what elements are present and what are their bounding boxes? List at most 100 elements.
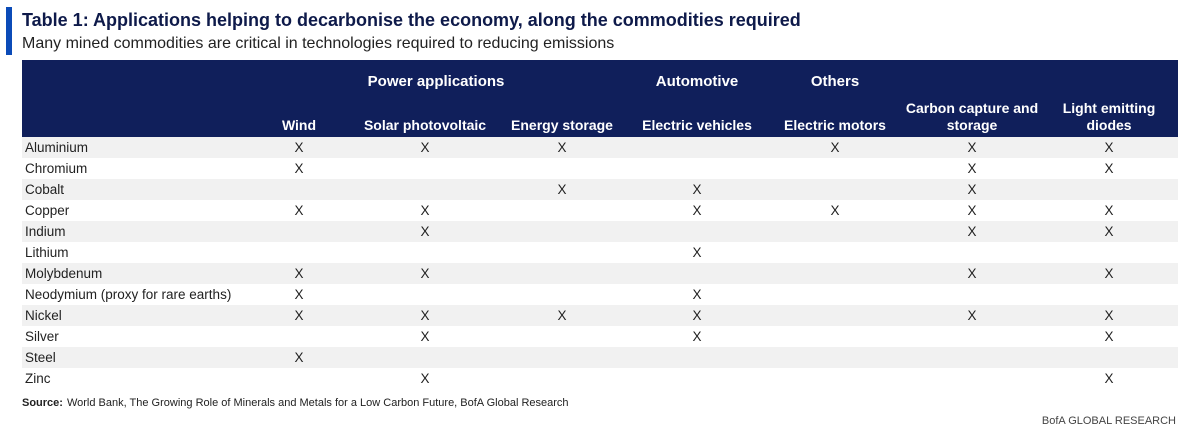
table-cell: [496, 263, 629, 284]
table-cell: X: [628, 242, 767, 263]
table-row: Cobalt X X X: [22, 179, 1179, 200]
group-header-empty: [904, 64, 1041, 98]
table-cell: X: [354, 305, 496, 326]
table-cell: [904, 368, 1041, 389]
commodity-name: Copper: [22, 200, 244, 221]
table-cell: [766, 326, 905, 347]
table-row: Silver X X X: [22, 326, 1179, 347]
table-cell: X: [628, 200, 767, 221]
table-top-band: [22, 60, 1178, 64]
group-header-power: Power applications: [244, 64, 629, 98]
commodity-name: Zinc: [22, 368, 244, 389]
table-cell: [904, 347, 1041, 368]
table-cell: X: [1040, 200, 1179, 221]
column-header-row: Wind Solar photovoltaic Energy storage E…: [22, 98, 1179, 137]
table-row: Aluminium X X X X X X: [22, 137, 1179, 158]
table-cell: X: [628, 305, 767, 326]
commodity-name: Molybdenum: [22, 263, 244, 284]
source-text: World Bank, The Growing Role of Minerals…: [66, 397, 569, 409]
column-header: Carbon capture and storage: [904, 98, 1041, 137]
table-cell: [766, 179, 905, 200]
group-header-row: Power applications Automotive Others: [22, 64, 1179, 98]
table-cell: [496, 221, 629, 242]
table-row: Nickel X X X X X X: [22, 305, 1179, 326]
table-cell: [628, 368, 767, 389]
commodity-name: Steel: [22, 347, 244, 368]
group-header-automotive: Automotive: [628, 64, 767, 98]
table-cell: [628, 221, 767, 242]
table-cell: [628, 137, 767, 158]
table-cell: X: [904, 179, 1041, 200]
commodities-table: Power applications Automotive Others Win…: [22, 64, 1179, 389]
table-cell: [244, 242, 354, 263]
commodity-name: Cobalt: [22, 179, 244, 200]
table-cell: X: [766, 200, 905, 221]
table-cell: [766, 242, 905, 263]
table-cell: X: [1040, 263, 1179, 284]
table-cell: [244, 179, 354, 200]
table-cell: [904, 326, 1041, 347]
table-cell: X: [904, 137, 1041, 158]
table-row: Lithium X: [22, 242, 1179, 263]
table-cell: X: [354, 326, 496, 347]
table-cell: [354, 158, 496, 179]
column-header: Solar photovoltaic: [354, 98, 496, 137]
table-row: Chromium X X X: [22, 158, 1179, 179]
commodity-name: Aluminium: [22, 137, 244, 158]
title-accent-bar: [6, 7, 12, 55]
table-cell: X: [244, 305, 354, 326]
table-cell: [244, 326, 354, 347]
commodity-name: Silver: [22, 326, 244, 347]
table-cell: X: [354, 137, 496, 158]
table-cell: X: [496, 305, 629, 326]
table-cell: [766, 221, 905, 242]
table-cell: X: [244, 137, 354, 158]
table-cell: [496, 347, 629, 368]
table-cell: [1040, 242, 1179, 263]
table-cell: [244, 368, 354, 389]
table-cell: [496, 242, 629, 263]
table-cell: [628, 347, 767, 368]
brand-label: BofA GLOBAL RESEARCH: [1041, 415, 1176, 427]
table-cell: [766, 158, 905, 179]
table-cell: [766, 263, 905, 284]
table-cell: X: [354, 263, 496, 284]
table-cell: [244, 221, 354, 242]
commodity-name: Neodymium (proxy for rare earths): [22, 284, 244, 305]
table-cell: X: [1040, 137, 1179, 158]
page-subtitle: Many mined commodities are critical in t…: [22, 35, 615, 52]
table-cell: [766, 284, 905, 305]
table-cell: [496, 284, 629, 305]
table-cell: X: [1040, 326, 1179, 347]
table-cell: X: [904, 263, 1041, 284]
table-cell: X: [244, 200, 354, 221]
table-cell: X: [244, 263, 354, 284]
table-cell: [1040, 347, 1179, 368]
group-header-empty: [1040, 64, 1179, 98]
commodity-name: Nickel: [22, 305, 244, 326]
column-header: Light emitting diodes: [1040, 98, 1179, 137]
column-header: Electric vehicles: [628, 98, 767, 137]
table-cell: X: [904, 158, 1041, 179]
table-row: Neodymium (proxy for rare earths) X X: [22, 284, 1179, 305]
table-cell: [766, 305, 905, 326]
page-title: Table 1: Applications helping to decarbo…: [22, 10, 801, 30]
group-header-others: Others: [766, 64, 905, 98]
column-header: Energy storage: [496, 98, 629, 137]
table-body: Aluminium X X X X X X Chromium X X X Cobalt X X X Coppe…: [22, 137, 1179, 389]
table-row: Molybdenum X X X X: [22, 263, 1179, 284]
table-cell: X: [628, 284, 767, 305]
table-cell: X: [354, 368, 496, 389]
group-header-empty: [22, 64, 244, 98]
table-cell: X: [244, 347, 354, 368]
table-cell: [628, 158, 767, 179]
table-cell: [354, 284, 496, 305]
table-cell: X: [628, 179, 767, 200]
table-cell: [496, 326, 629, 347]
table-cell: [1040, 179, 1179, 200]
table-cell: [354, 347, 496, 368]
commodity-name: Indium: [22, 221, 244, 242]
source-note: Source: World Bank, The Growing Role of M…: [22, 397, 569, 409]
table-cell: X: [496, 137, 629, 158]
table-cell: [628, 263, 767, 284]
